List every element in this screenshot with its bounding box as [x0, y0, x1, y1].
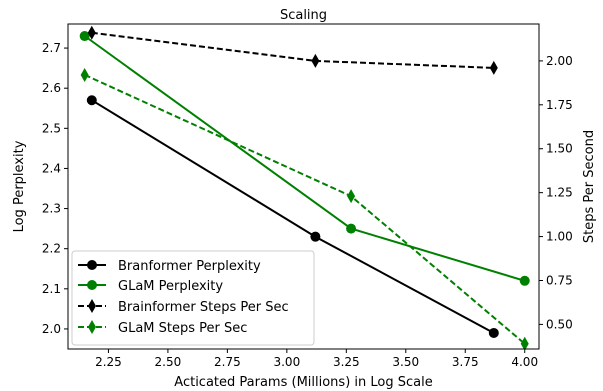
right-y-tick-label: 2.00 [546, 54, 573, 68]
left-y-axis-label: Log Perplexity [12, 140, 27, 232]
left-y-tick-label: 2.6 [42, 81, 61, 95]
plot-frame [67, 23, 540, 350]
series-layer [79, 25, 530, 351]
x-tick-label: 2.50 [155, 355, 182, 369]
data-point [86, 95, 97, 106]
left-y-tick-label: 2.2 [42, 242, 61, 256]
x-tick-label: 3.75 [452, 355, 479, 369]
x-tick-label: 4.00 [511, 355, 538, 369]
right-y-tick-label: 1.25 [546, 186, 573, 200]
x-tick-label: 3.50 [392, 355, 419, 369]
x-tick-label: 2.75 [214, 355, 241, 369]
left-y-tick-label: 2.0 [42, 322, 61, 336]
legend-frame [71, 250, 315, 346]
x-tick-label: 3.00 [273, 355, 300, 369]
right-y-tick-label: 1.50 [546, 142, 573, 156]
left-y-tick-label: 2.5 [42, 121, 61, 135]
data-point [310, 231, 321, 242]
right-y-tick-label: 0.50 [546, 317, 573, 331]
series-line [84, 35, 525, 282]
left-y-tick-label: 2.3 [42, 202, 61, 216]
data-point [346, 223, 357, 234]
right-y-tick-label: 1.00 [546, 230, 573, 244]
x-tick-label: 2.25 [95, 355, 122, 369]
right-y-tick-label: 0.75 [546, 273, 573, 287]
legend: Branformer Perplexity GLaM Perplexity Br… [71, 250, 315, 346]
legend-label-glam-perplexity: GLaM Perplexity [118, 279, 223, 294]
right-y-axis-ticks: 0.50 0.75 1.00 1.25 1.50 1.75 2.00 [539, 54, 573, 331]
data-point [87, 25, 96, 40]
data-point [311, 53, 320, 68]
legend-label-branformer-perplexity: Branformer Perplexity [118, 259, 261, 274]
legend-label-glam-steps: GLaM Steps Per Sec [118, 321, 247, 336]
chart-title: Scaling [280, 8, 327, 23]
legend-label-brainformer-steps: Brainformer Steps Per Sec [118, 300, 289, 315]
data-point [79, 31, 90, 42]
left-y-tick-label: 2.4 [42, 161, 61, 175]
series-1 [79, 31, 530, 286]
data-point [347, 189, 356, 204]
left-y-tick-label: 2.1 [42, 282, 61, 296]
legend-marker-brainformer-steps [88, 299, 96, 313]
legend-marker-glam-steps [88, 320, 96, 334]
x-axis-ticks: 2.25 2.50 2.75 3.00 3.25 3.50 3.75 4.00 [95, 349, 538, 369]
left-y-axis-ticks: 2.0 2.1 2.2 2.3 2.4 2.5 2.6 2.7 [42, 41, 68, 336]
left-y-tick-label: 2.7 [42, 41, 61, 55]
right-y-tick-label: 1.75 [546, 98, 573, 112]
series-2 [87, 25, 498, 75]
data-point [489, 60, 498, 75]
series-0 [86, 95, 499, 338]
series-3 [80, 67, 529, 351]
x-tick-label: 3.25 [333, 355, 360, 369]
data-point [80, 67, 89, 82]
data-point [520, 336, 529, 351]
series-line [91, 31, 494, 69]
x-axis-label: Acticated Params (Millions) in Log Scale [174, 375, 432, 390]
data-point [519, 275, 530, 286]
legend-marker-branformer-perplexity [87, 260, 97, 270]
legend-marker-glam-perplexity [87, 280, 97, 290]
right-y-axis-label: Steps Per Second [582, 130, 597, 243]
data-point [488, 327, 499, 338]
